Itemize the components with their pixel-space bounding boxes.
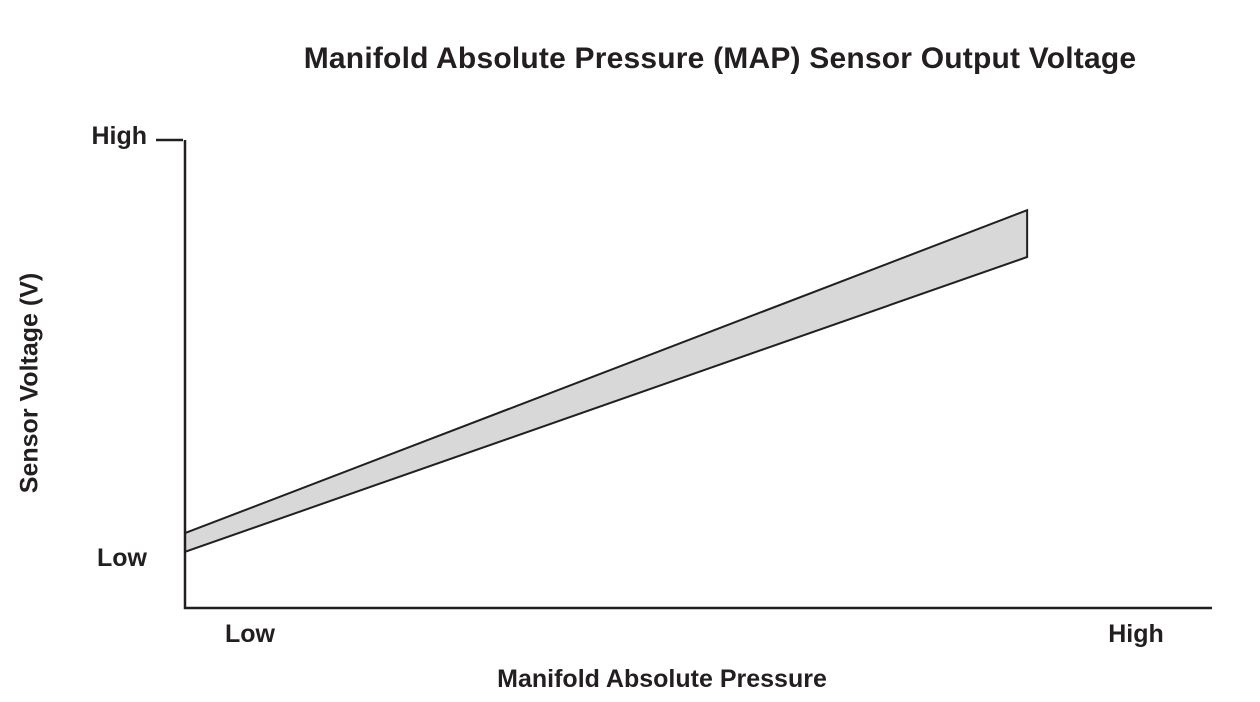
y-tick-low: Low	[97, 544, 147, 572]
x-tick-high: High	[1108, 620, 1164, 648]
x-tick-low: Low	[225, 620, 275, 648]
axis-lines	[183, 140, 1212, 610]
tolerance-band	[184, 208, 1029, 554]
x-axis-label: Manifold Absolute Pressure	[497, 665, 827, 693]
chart-title: Manifold Absolute Pressure (MAP) Sensor …	[303, 42, 1137, 75]
y-tick-high: High	[91, 122, 147, 150]
